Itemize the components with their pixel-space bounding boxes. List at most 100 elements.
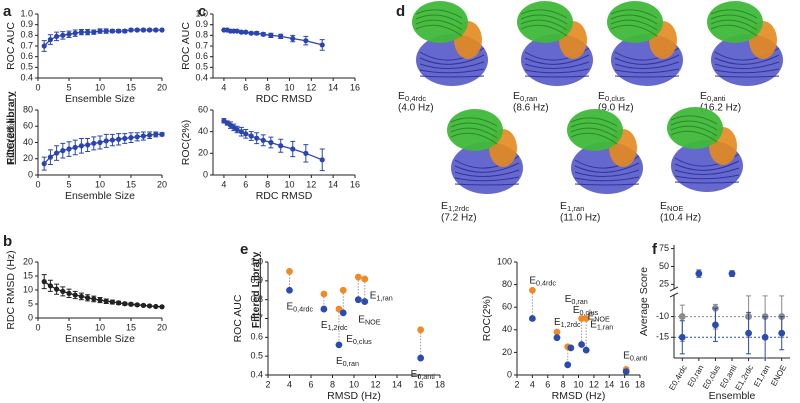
strand [674, 174, 740, 180]
y-tick-label: 10 [23, 284, 33, 294]
strand [415, 9, 463, 19]
strand [419, 54, 485, 65]
data-point [116, 28, 122, 34]
panel-letter: d [396, 3, 405, 20]
y-tick-label: 50 [659, 261, 669, 271]
data-point [128, 301, 134, 307]
label-main: E [573, 305, 580, 316]
label-main: E [513, 90, 520, 102]
data-point [286, 286, 293, 294]
label-main: E [623, 350, 630, 361]
y-tick-label: 1.0 [20, 8, 33, 18]
green-domain [567, 109, 623, 151]
green-domain [447, 109, 503, 151]
strand [670, 115, 718, 125]
ensemble-label: E0,anti [700, 90, 726, 103]
strand [415, 24, 463, 37]
structure-image [607, 1, 683, 86]
structure-image [447, 109, 523, 194]
panel-letter: a [3, 3, 12, 20]
data-point [109, 137, 115, 143]
y-tick-label: 0.7 [250, 313, 263, 323]
data-point [103, 298, 109, 304]
strand [574, 169, 640, 178]
data-point [745, 329, 752, 337]
x-tick-label: 15 [126, 179, 136, 189]
x-tick-label: 0 [35, 179, 40, 189]
panel-letter: f [652, 241, 658, 258]
structure-rmsd: (16.2 Hz) [700, 103, 741, 114]
x-tick-label: 10 [95, 82, 105, 92]
x-tick-label: 14 [328, 179, 338, 189]
data-point [78, 143, 84, 149]
data-point [778, 329, 786, 337]
y-axis-label: ROC AUC [180, 22, 192, 70]
y-tick-label: 40 [502, 324, 512, 334]
label-sub: 0,ran [520, 94, 537, 103]
strand [524, 61, 590, 70]
data-point [147, 132, 153, 138]
data-point [234, 126, 240, 133]
label-main: E [321, 320, 328, 331]
label-main: E [370, 290, 377, 301]
ensemble-label: E1,2rdc [554, 317, 581, 329]
label-sub: 0,ran [343, 359, 359, 368]
strand [674, 160, 740, 171]
data-point [320, 305, 328, 313]
y-tick-label: 0 [28, 169, 33, 179]
y-tick-label: 0 [507, 369, 512, 379]
label-main: E [358, 314, 365, 325]
data-point [234, 28, 240, 34]
data-point [303, 38, 309, 44]
data-point [354, 273, 362, 281]
label-sub: 0,anti [417, 372, 435, 381]
data-point [238, 129, 244, 135]
x-tick-label: 20 [157, 82, 167, 92]
y-axis-label: ROC AUC [232, 294, 244, 342]
strand [520, 14, 568, 25]
strand [419, 61, 485, 70]
y-tick-label: 20 [502, 347, 512, 357]
data-point [361, 275, 369, 283]
strand [574, 162, 640, 173]
structure-rmsd: (4.0 Hz) [398, 103, 434, 114]
side-label: Filtered library [5, 91, 17, 164]
label-main: E [529, 275, 536, 286]
strand [670, 125, 718, 137]
label-main: E [398, 90, 405, 102]
label-main: E [441, 200, 448, 212]
x-tick-label: 12 [370, 379, 380, 389]
structure-rmsd: (10.4 Hz) [660, 213, 701, 224]
strand [610, 9, 658, 19]
data-point [303, 150, 309, 156]
structure-rmsd: (11.0 Hz) [560, 213, 600, 224]
data-point [417, 326, 425, 334]
y-tick-label: 75 [659, 243, 669, 253]
ensemble-label: E0,clus [346, 333, 372, 345]
y-tick-label: 15 [23, 270, 33, 280]
data-point [72, 30, 78, 36]
data-point [278, 33, 284, 40]
y-tick-label: 0.5 [195, 62, 208, 72]
data-point [66, 31, 72, 37]
structure-image [707, 1, 783, 86]
data-point [578, 341, 585, 348]
y-tick-label: 60 [198, 104, 208, 114]
data-point [116, 136, 122, 142]
x-tick-label: 10 [573, 379, 583, 389]
x-tick-label: 8 [330, 379, 335, 389]
strand [450, 122, 498, 133]
ensemble-label: E0,clus [573, 305, 599, 317]
strand [450, 117, 498, 127]
structure-image [567, 109, 643, 194]
data-point [122, 28, 128, 34]
data-point [622, 368, 630, 376]
ensemble-label: ENOE [588, 311, 610, 323]
y-tick-label: 0.9 [20, 19, 33, 29]
strand [574, 176, 640, 182]
data-point [290, 35, 296, 42]
data-point [320, 290, 328, 298]
y-tick-label: 0 [28, 312, 33, 322]
x-tick-label: 10 [95, 322, 105, 332]
data-point [243, 131, 249, 137]
